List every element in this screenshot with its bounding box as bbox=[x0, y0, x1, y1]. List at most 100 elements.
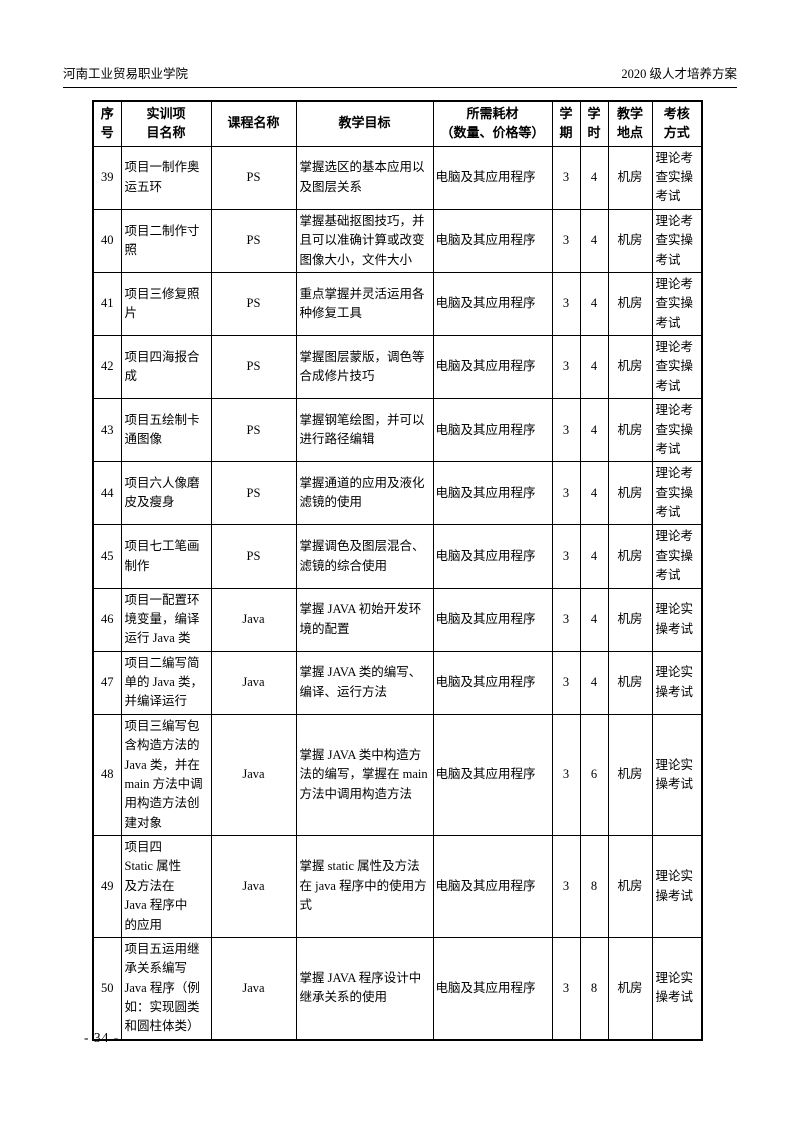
cell-no: 46 bbox=[92, 587, 122, 652]
cell-no: 39 bbox=[92, 145, 122, 210]
table-row: 43 项目五绘制卡通图像 PS 掌握钢笔绘图，并可以进行路径编辑 电脑及其应用程… bbox=[92, 398, 703, 463]
cell-assessment: 理论实操考试 bbox=[651, 650, 703, 715]
table-row: 41 项目三修复照片 PS 重点掌握并灵活运用各种修复工具 电脑及其应用程序 3… bbox=[92, 271, 703, 337]
cell-hours: 4 bbox=[579, 271, 609, 337]
cell-location: 机房 bbox=[607, 398, 653, 463]
training-projects-table: 序 号 实训项 目名称 课程名称 教学目标 所需耗材 （数量、价格等） 学 期 … bbox=[92, 100, 703, 1041]
table-row: 45 项目七工笔画制作 PS 掌握调色及图层混合、滤镜的综合使用 电脑及其应用程… bbox=[92, 524, 703, 589]
cell-project-name: 项目一配置环境变量，编译运行 Java 类 bbox=[120, 587, 212, 652]
cell-teaching-objective: 掌握调色及图层混合、滤镜的综合使用 bbox=[295, 524, 434, 589]
table-header-row: 序 号 实训项 目名称 课程名称 教学目标 所需耗材 （数量、价格等） 学 期 … bbox=[92, 100, 703, 147]
cell-course-name: Java bbox=[210, 936, 297, 1041]
header-cell-hours: 学 时 bbox=[579, 100, 609, 147]
header-school-name: 河南工业贸易职业学院 bbox=[63, 67, 189, 81]
cell-teaching-objective: 掌握 JAVA 类的编写、编译、运行方法 bbox=[295, 650, 434, 715]
header-cell-assessment: 考核 方式 bbox=[651, 100, 703, 147]
cell-teaching-objective: 掌握通道的应用及液化滤镜的使用 bbox=[295, 461, 434, 526]
table-row: 48 项目三编写包含构造方法的 Java 类，并在 main 方法中调用构造方法… bbox=[92, 713, 703, 837]
cell-semester: 3 bbox=[551, 145, 581, 210]
cell-course-name: PS bbox=[210, 271, 297, 337]
cell-course-name: PS bbox=[210, 145, 297, 210]
cell-location: 机房 bbox=[607, 335, 653, 400]
cell-assessment: 理论考查实操考试 bbox=[651, 145, 703, 210]
cell-materials: 电脑及其应用程序 bbox=[432, 650, 553, 715]
header-cell-objective: 教学目标 bbox=[295, 100, 434, 147]
page-number: - 34 - bbox=[84, 1030, 120, 1045]
cell-semester: 3 bbox=[551, 208, 581, 273]
cell-materials: 电脑及其应用程序 bbox=[432, 271, 553, 337]
cell-no: 41 bbox=[92, 271, 122, 337]
cell-teaching-objective: 掌握钢笔绘图，并可以进行路径编辑 bbox=[295, 398, 434, 463]
cell-teaching-objective: 重点掌握并灵活运用各种修复工具 bbox=[295, 271, 434, 337]
cell-location: 机房 bbox=[607, 461, 653, 526]
cell-no: 45 bbox=[92, 524, 122, 589]
cell-no: 48 bbox=[92, 713, 122, 837]
cell-course-name: PS bbox=[210, 524, 297, 589]
cell-hours: 4 bbox=[579, 335, 609, 400]
cell-project-name: 项目七工笔画制作 bbox=[120, 524, 212, 589]
cell-hours: 4 bbox=[579, 208, 609, 273]
table-row: 49 项目四 Static 属性 及方法在 Java 程序中 的应用 Java … bbox=[92, 835, 703, 938]
table-row: 40 项目二制作寸照 PS 掌握基础抠图技巧，并且可以准确计算或改变图像大小，文… bbox=[92, 208, 703, 273]
header-cell-materials: 所需耗材 （数量、价格等） bbox=[432, 100, 553, 147]
cell-hours: 4 bbox=[579, 587, 609, 652]
cell-course-name: Java bbox=[210, 587, 297, 652]
cell-materials: 电脑及其应用程序 bbox=[432, 335, 553, 400]
cell-project-name: 项目四海报合成 bbox=[120, 335, 212, 400]
cell-location: 机房 bbox=[607, 835, 653, 938]
cell-semester: 3 bbox=[551, 461, 581, 526]
cell-assessment: 理论实操考试 bbox=[651, 713, 703, 837]
cell-no: 40 bbox=[92, 208, 122, 273]
table-row: 42 项目四海报合成 PS 掌握图层蒙版，调色等合成修片技巧 电脑及其应用程序 … bbox=[92, 335, 703, 400]
cell-teaching-objective: 掌握图层蒙版，调色等合成修片技巧 bbox=[295, 335, 434, 400]
table-row: 44 项目六人像磨皮及瘦身 PS 掌握通道的应用及液化滤镜的使用 电脑及其应用程… bbox=[92, 461, 703, 526]
cell-materials: 电脑及其应用程序 bbox=[432, 713, 553, 837]
cell-assessment: 理论考查实操考试 bbox=[651, 271, 703, 337]
cell-semester: 3 bbox=[551, 835, 581, 938]
cell-course-name: Java bbox=[210, 650, 297, 715]
cell-teaching-objective: 掌握 JAVA 类中构造方法的编写，掌握在 main 方法中调用构造方法 bbox=[295, 713, 434, 837]
cell-materials: 电脑及其应用程序 bbox=[432, 398, 553, 463]
cell-materials: 电脑及其应用程序 bbox=[432, 145, 553, 210]
cell-project-name: 项目二编写简单的 Java 类，并编译运行 bbox=[120, 650, 212, 715]
cell-teaching-objective: 掌握 JAVA 初始开发环境的配置 bbox=[295, 587, 434, 652]
cell-no: 43 bbox=[92, 398, 122, 463]
cell-no: 44 bbox=[92, 461, 122, 526]
cell-semester: 3 bbox=[551, 335, 581, 400]
page-header: 河南工业贸易职业学院 2020 级人才培养方案 bbox=[63, 66, 737, 89]
cell-semester: 3 bbox=[551, 271, 581, 337]
cell-assessment: 理论考查实操考试 bbox=[651, 208, 703, 273]
cell-assessment: 理论考查实操考试 bbox=[651, 461, 703, 526]
cell-assessment: 理论考查实操考试 bbox=[651, 335, 703, 400]
cell-location: 机房 bbox=[607, 524, 653, 589]
cell-project-name: 项目六人像磨皮及瘦身 bbox=[120, 461, 212, 526]
cell-project-name: 项目二制作寸照 bbox=[120, 208, 212, 273]
cell-location: 机房 bbox=[607, 936, 653, 1041]
cell-course-name: Java bbox=[210, 713, 297, 837]
cell-location: 机房 bbox=[607, 145, 653, 210]
table-row: 50 项目五运用继承关系编写 Java 程序（例如：实现圆类和圆柱体类） Jav… bbox=[92, 936, 703, 1041]
cell-project-name: 项目五绘制卡通图像 bbox=[120, 398, 212, 463]
cell-no: 49 bbox=[92, 835, 122, 938]
cell-project-name: 项目三修复照片 bbox=[120, 271, 212, 337]
table-row: 47 项目二编写简单的 Java 类，并编译运行 Java 掌握 JAVA 类的… bbox=[92, 650, 703, 715]
header-cell-location: 教学 地点 bbox=[607, 100, 653, 147]
table-row: 46 项目一配置环境变量，编译运行 Java 类 Java 掌握 JAVA 初始… bbox=[92, 587, 703, 652]
cell-location: 机房 bbox=[607, 650, 653, 715]
cell-teaching-objective: 掌握选区的基本应用以及图层关系 bbox=[295, 145, 434, 210]
cell-project-name: 项目一制作奥运五环 bbox=[120, 145, 212, 210]
cell-course-name: Java bbox=[210, 835, 297, 938]
cell-course-name: PS bbox=[210, 335, 297, 400]
cell-materials: 电脑及其应用程序 bbox=[432, 208, 553, 273]
cell-hours: 4 bbox=[579, 461, 609, 526]
cell-teaching-objective: 掌握 JAVA 程序设计中继承关系的使用 bbox=[295, 936, 434, 1041]
cell-location: 机房 bbox=[607, 713, 653, 837]
header-cell-project: 实训项 目名称 bbox=[120, 100, 212, 147]
cell-course-name: PS bbox=[210, 208, 297, 273]
cell-project-name: 项目四 Static 属性 及方法在 Java 程序中 的应用 bbox=[120, 835, 212, 938]
cell-hours: 4 bbox=[579, 398, 609, 463]
cell-location: 机房 bbox=[607, 587, 653, 652]
cell-course-name: PS bbox=[210, 398, 297, 463]
cell-hours: 8 bbox=[579, 936, 609, 1041]
cell-materials: 电脑及其应用程序 bbox=[432, 587, 553, 652]
